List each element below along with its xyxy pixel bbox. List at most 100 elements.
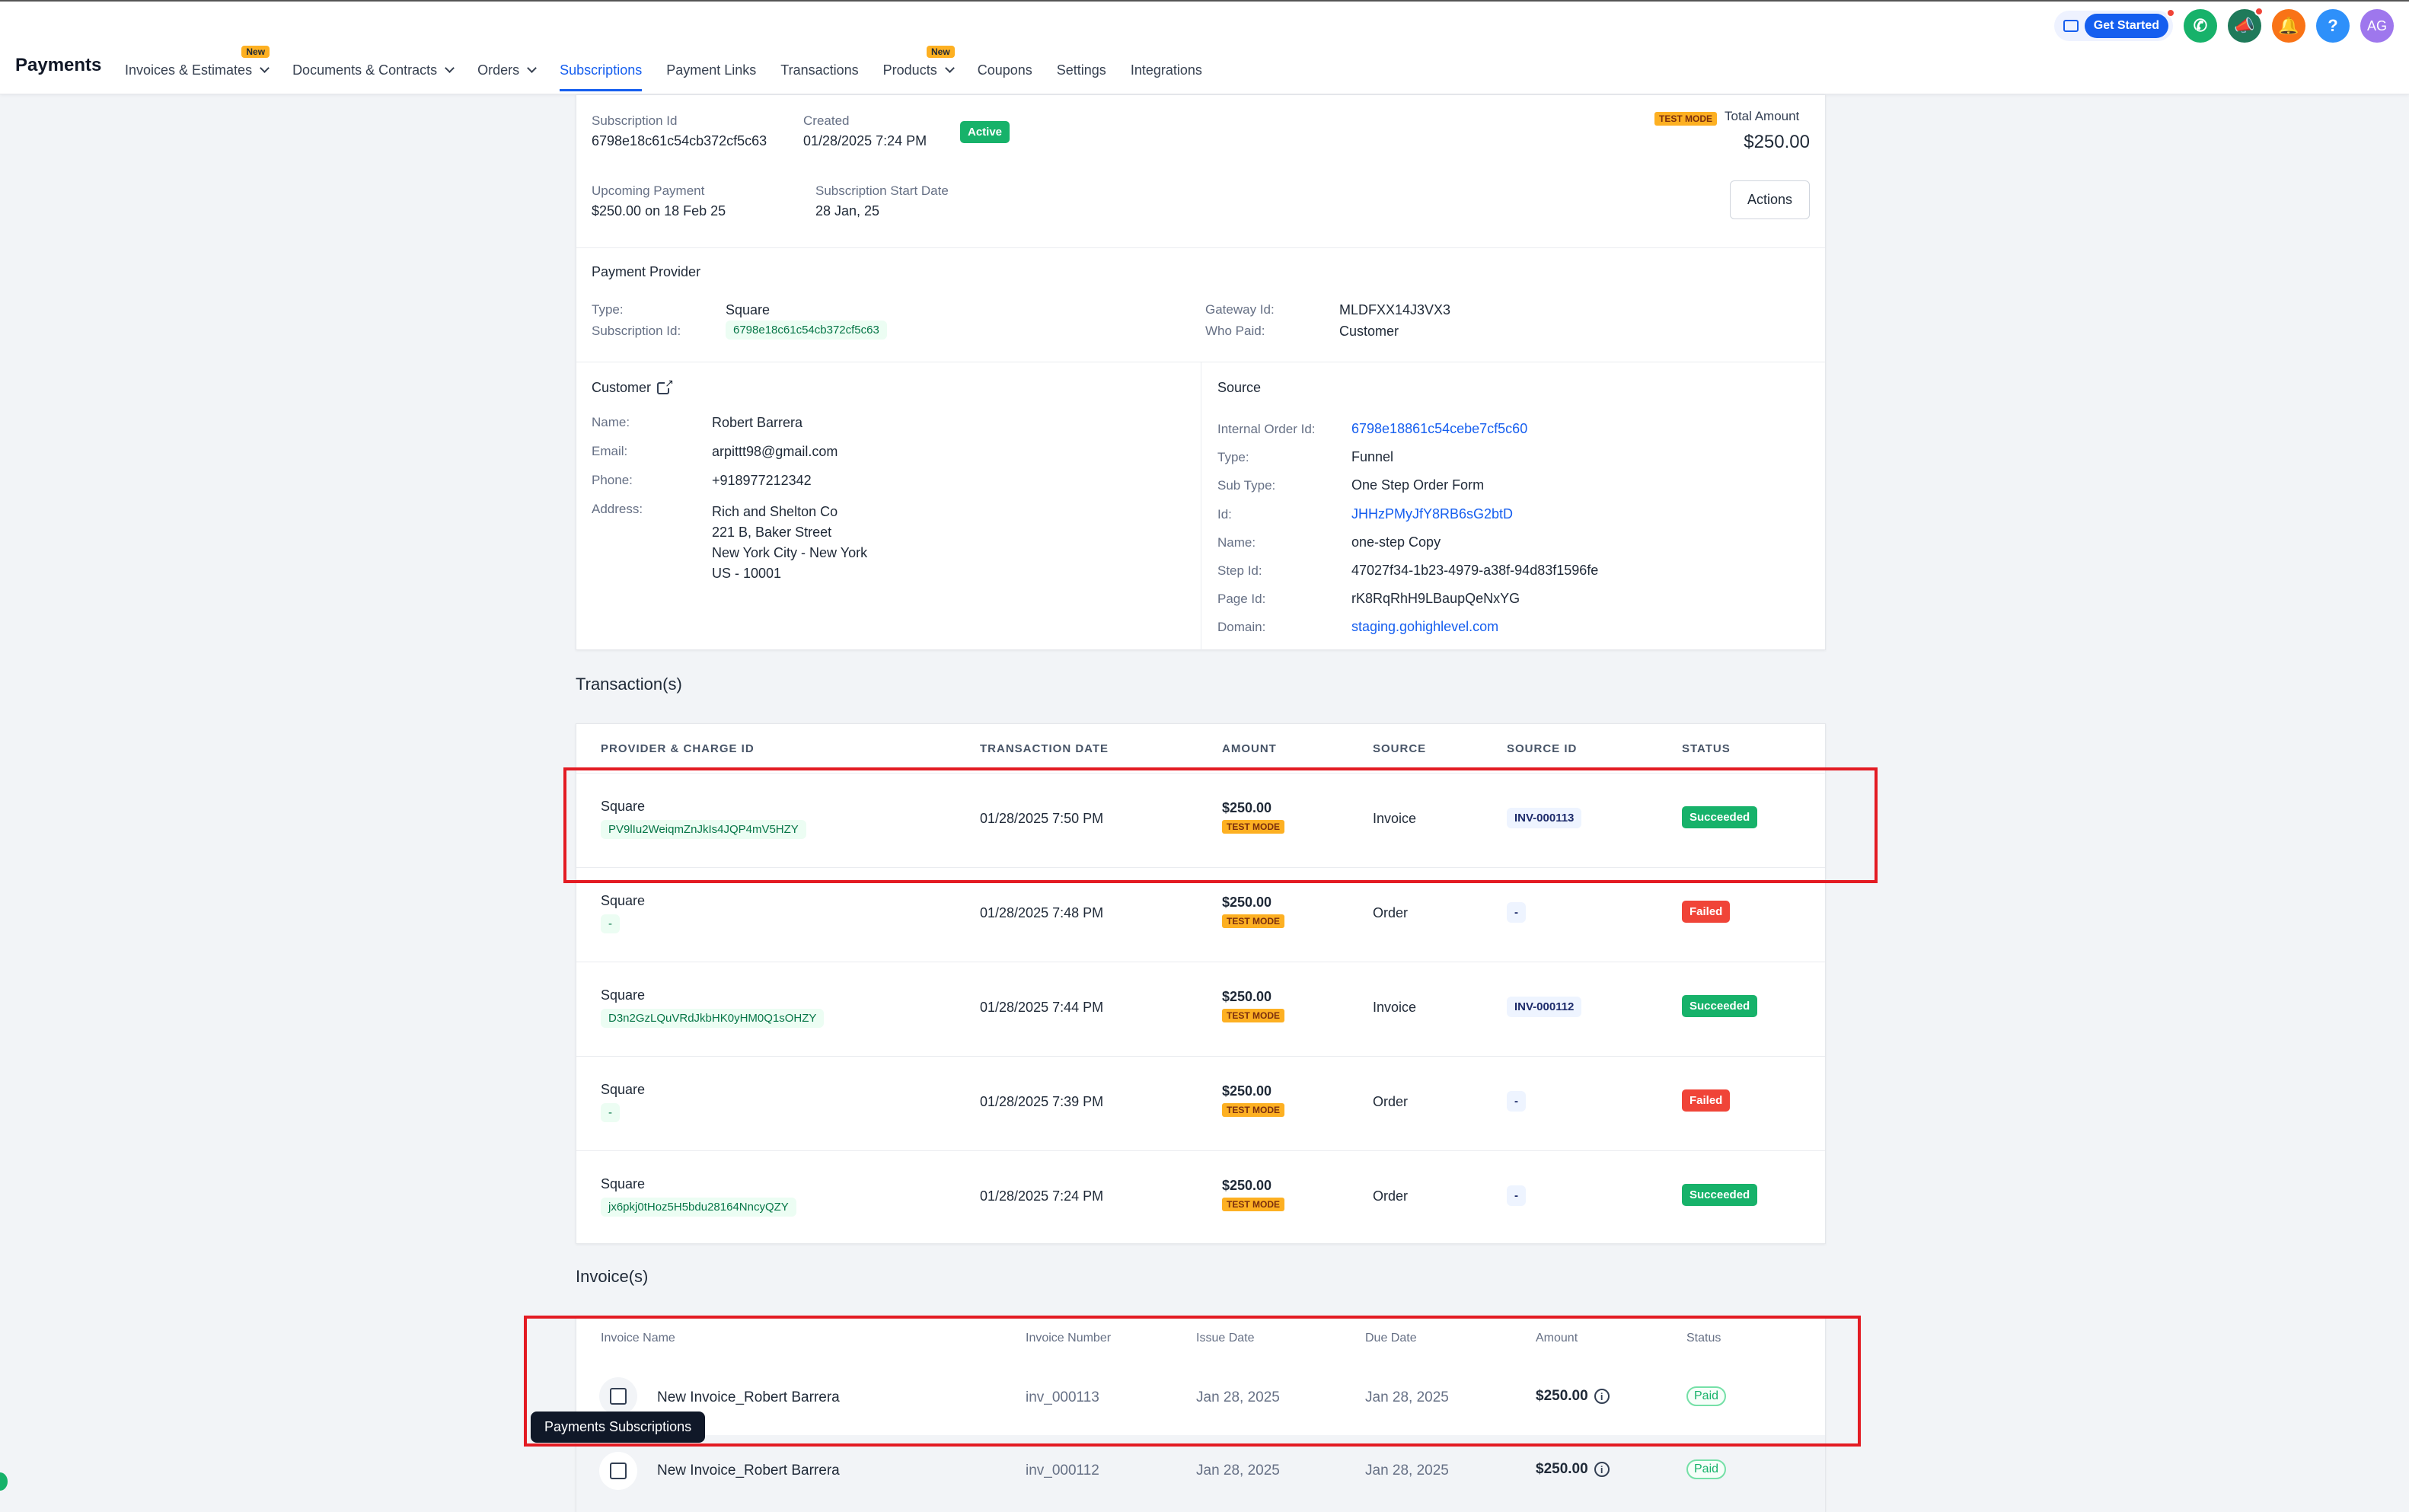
customer-phone: +918977212342 bbox=[712, 473, 812, 488]
divider bbox=[576, 1056, 1825, 1057]
provider-name: Square bbox=[601, 893, 646, 908]
address-line: 221 B, Baker Street bbox=[712, 525, 832, 540]
help-icon[interactable]: ? bbox=[2316, 9, 2350, 43]
invoices-title: Invoice(s) bbox=[576, 1267, 649, 1286]
nav-label: Payment Links bbox=[666, 62, 757, 78]
highlight-box-transaction bbox=[563, 767, 1878, 883]
bell-icon[interactable]: 🔔 bbox=[2272, 9, 2305, 43]
source-title: Source bbox=[1217, 380, 1262, 395]
table-row[interactable]: Square jx6pkj0tHoz5H5bdu28164NncyQZY 01/… bbox=[576, 1150, 1825, 1245]
customer-email-label: Email: bbox=[592, 444, 628, 458]
source-field-label: Domain: bbox=[1217, 620, 1266, 635]
table-row[interactable]: New Invoice_Robert Barrera inv_000112 Ja… bbox=[576, 1435, 1825, 1512]
subscription-detail-panel: Subscription Id 6798e18c61c54cb372cf5c63… bbox=[576, 94, 1826, 651]
main-nav: Invoices & Estimates New Documents & Con… bbox=[125, 46, 1227, 91]
divider bbox=[576, 773, 1825, 774]
source-id-badge: - bbox=[1507, 1091, 1526, 1112]
column-header: Invoice Number bbox=[1026, 1332, 1112, 1345]
transaction-source: Invoice bbox=[1373, 811, 1417, 826]
due-date: Jan 28, 2025 bbox=[1365, 1389, 1449, 1405]
table-row[interactable]: Square PV9lIu2WeiqmZnJkIs4JQP4mV5HZY 01/… bbox=[576, 773, 1825, 867]
table-row[interactable]: Square - 01/28/2025 7:39 PM $250.00 TEST… bbox=[576, 1056, 1825, 1150]
source-id-badge[interactable]: INV-000112 bbox=[1507, 997, 1582, 1017]
source-step-id: 47027f34-1b23-4979-a38f-94d83f1596fe bbox=[1351, 563, 1599, 579]
invoice-amount: $250.00 bbox=[1536, 1461, 1588, 1477]
charge-id: - bbox=[601, 914, 620, 933]
provider-sub-id-label: Subscription Id: bbox=[592, 324, 681, 338]
table-row[interactable]: New Invoice_Robert Barrera inv_000113 Ja… bbox=[576, 1360, 1825, 1434]
total-amount: $250.00 bbox=[1744, 132, 1810, 152]
source-field-label: Page Id: bbox=[1217, 592, 1266, 607]
notification-dot bbox=[2166, 8, 2175, 18]
upcoming-payment: $250.00 on 18 Feb 25 bbox=[592, 203, 726, 219]
column-header: STATUS bbox=[1682, 742, 1731, 755]
table-row[interactable]: Square D3n2GzLQuVRdJkbHK0yHM0Q1sOHZY 01/… bbox=[576, 962, 1825, 1056]
status-badge: Failed bbox=[1682, 901, 1731, 923]
external-link-icon[interactable] bbox=[657, 378, 675, 395]
nav-products[interactable]: Products New bbox=[882, 46, 955, 85]
nav-transactions[interactable]: Transactions bbox=[780, 55, 858, 85]
phone-icon[interactable]: ✆ bbox=[2184, 9, 2217, 43]
source-id-badge[interactable]: INV-000113 bbox=[1507, 808, 1582, 828]
internal-order-id-link[interactable]: 6798e18861c54cebe7cf5c60 bbox=[1351, 421, 1528, 436]
card-icon bbox=[2063, 20, 2079, 32]
highlight-box-invoice bbox=[524, 1316, 1861, 1447]
provider-name: Square bbox=[601, 1082, 646, 1097]
issue-date: Jan 28, 2025 bbox=[1196, 1389, 1280, 1405]
chevron-down-icon bbox=[527, 62, 538, 73]
get-started-button[interactable]: Get Started bbox=[2084, 14, 2168, 38]
customer-address: Rich and Shelton Co 221 B, Baker Street … bbox=[712, 502, 867, 584]
app-title: Payments bbox=[15, 55, 102, 75]
info-icon[interactable]: i bbox=[1594, 1462, 1610, 1477]
avatar[interactable]: AG bbox=[2360, 9, 2394, 43]
customer-address-label: Address: bbox=[592, 502, 643, 516]
status-badge: Paid bbox=[1686, 1386, 1727, 1406]
status-badge: Paid bbox=[1686, 1459, 1727, 1479]
row-checkbox[interactable] bbox=[599, 1452, 637, 1490]
megaphone-icon[interactable]: 📣 bbox=[2228, 7, 2264, 43]
nav-documents-contracts[interactable]: Documents & Contracts bbox=[292, 55, 455, 85]
nav-label: Products bbox=[882, 62, 937, 78]
nav-orders[interactable]: Orders bbox=[477, 55, 538, 85]
source-page-id: rK8RqRhH9LBaupQeNxYG bbox=[1351, 591, 1520, 607]
nav-settings[interactable]: Settings bbox=[1057, 55, 1106, 85]
column-header: Invoice Name bbox=[601, 1332, 675, 1345]
row-checkbox[interactable] bbox=[599, 1377, 637, 1415]
actions-button[interactable]: Actions bbox=[1729, 180, 1810, 219]
due-date: Jan 28, 2025 bbox=[1365, 1463, 1449, 1479]
start-date: 28 Jan, 25 bbox=[815, 203, 880, 219]
table-row[interactable]: Square - 01/28/2025 7:48 PM $250.00 TEST… bbox=[576, 867, 1825, 962]
transaction-amount: $250.00 bbox=[1222, 989, 1272, 1004]
nav-payment-links[interactable]: Payment Links bbox=[666, 55, 756, 85]
test-mode-badge: TEST MODE bbox=[1654, 112, 1718, 126]
invoice-name[interactable]: New Invoice_Robert Barrera bbox=[657, 1389, 840, 1405]
nav-integrations[interactable]: Integrations bbox=[1131, 55, 1202, 85]
total-amount-label: Total Amount bbox=[1725, 109, 1800, 123]
nav-coupons[interactable]: Coupons bbox=[978, 55, 1032, 85]
invoice-name[interactable]: New Invoice_Robert Barrera bbox=[657, 1463, 840, 1479]
test-mode-badge: TEST MODE bbox=[1222, 914, 1285, 928]
provider-type: Square bbox=[726, 302, 771, 317]
charge-id: jx6pkj0tHoz5H5bdu28164NncyQZY bbox=[601, 1198, 796, 1217]
column-header: PROVIDER & CHARGE ID bbox=[601, 742, 755, 755]
nav-label: Settings bbox=[1056, 62, 1106, 78]
transaction-amount: $250.00 bbox=[1222, 800, 1272, 815]
transaction-date: 01/28/2025 7:24 PM bbox=[980, 1188, 1104, 1204]
nav-invoices-estimates[interactable]: Invoices & Estimates New bbox=[125, 46, 270, 85]
column-header: SOURCE ID bbox=[1507, 742, 1578, 755]
column-header: Status bbox=[1686, 1332, 1721, 1345]
column-header: TRANSACTION DATE bbox=[980, 742, 1109, 755]
source-id-link[interactable]: JHHzPMyJfY8RB6sG2btD bbox=[1351, 506, 1514, 522]
get-started-widget[interactable]: Get Started bbox=[2053, 8, 2175, 41]
source-domain-link[interactable]: staging.gohighlevel.com bbox=[1351, 619, 1499, 635]
transaction-source: Order bbox=[1373, 1188, 1409, 1204]
transaction-source: Order bbox=[1373, 905, 1409, 920]
checkbox-icon bbox=[610, 1463, 627, 1479]
nav-subscriptions[interactable]: Subscriptions bbox=[560, 55, 643, 91]
top-bar: Payments Invoices & Estimates New Docume… bbox=[0, 0, 2409, 94]
source-type: Funnel bbox=[1351, 449, 1394, 465]
status-badge: Active bbox=[960, 121, 1010, 143]
chat-widget-edge[interactable] bbox=[0, 1472, 8, 1491]
provider-type-label: Type: bbox=[592, 302, 624, 317]
info-icon[interactable]: i bbox=[1594, 1389, 1610, 1404]
